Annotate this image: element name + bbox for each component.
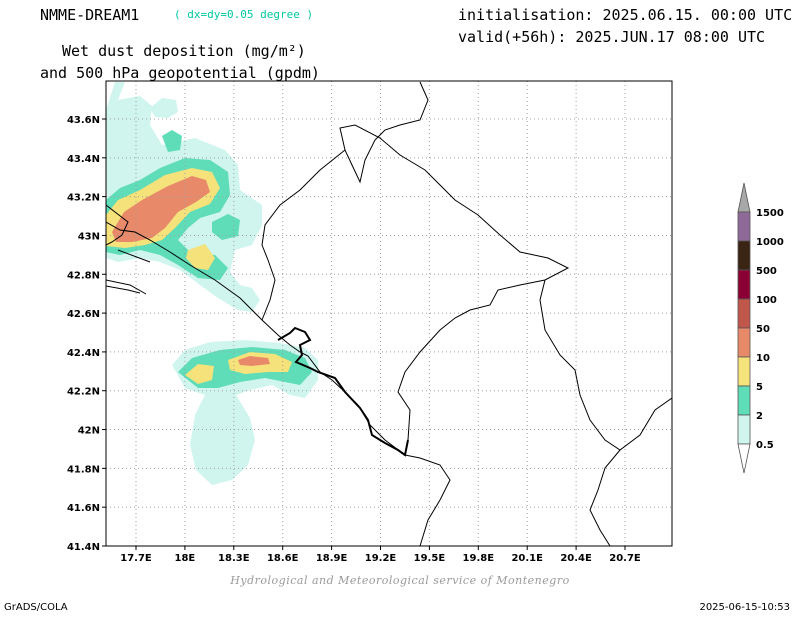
software-label: GrADS/COLA bbox=[4, 602, 68, 613]
graticule bbox=[106, 81, 672, 546]
credit-line: Hydrological and Meteorological service … bbox=[230, 574, 570, 587]
lat-label: 41.8N bbox=[67, 464, 100, 475]
lat-label: 43N bbox=[78, 231, 100, 242]
map-title-line1: Wet dust deposition (mg/m²) bbox=[62, 42, 306, 60]
lon-label: 18.3E bbox=[218, 553, 250, 564]
coastlines-borders bbox=[106, 81, 672, 546]
legend-label: 50 bbox=[756, 324, 770, 335]
legend-label: 5 bbox=[756, 382, 763, 393]
legend-swatch-500 bbox=[737, 240, 751, 271]
model-name: NMME-DREAM1 bbox=[40, 6, 140, 24]
lat-label: 41.4N bbox=[67, 542, 100, 553]
legend-label: 2 bbox=[756, 411, 763, 422]
lon-label: 20.4E bbox=[560, 553, 592, 564]
init-time: initialisation: 2025.06.15. 00:00 UTC bbox=[458, 6, 793, 24]
legend-swatch-2 bbox=[737, 385, 751, 416]
lat-label: 41.6N bbox=[67, 503, 100, 514]
legend-labels: 1500 1000 500 100 50 10 5 2 0.5 bbox=[756, 208, 784, 451]
legend-label: 10 bbox=[756, 353, 770, 364]
lon-label: 17.7E bbox=[120, 553, 152, 564]
legend-arrow-bottom bbox=[737, 443, 751, 474]
lon-label: 20.1E bbox=[511, 553, 543, 564]
legend-label: 500 bbox=[756, 266, 777, 277]
legend-label: 0.5 bbox=[756, 440, 774, 451]
valid-time: valid(+56h): 2025.JUN.17 08:00 UTC bbox=[458, 28, 766, 46]
lon-label: 19.8E bbox=[463, 553, 495, 564]
legend-swatch-1000 bbox=[737, 211, 751, 242]
lon-label: 20.7E bbox=[609, 553, 641, 564]
lon-label: 19.2E bbox=[365, 553, 397, 564]
lat-label: 42.2N bbox=[67, 387, 100, 398]
map-title-line2: and 500 hPa geopotential (gpdm) bbox=[40, 64, 320, 82]
lat-label: 43.4N bbox=[67, 154, 100, 165]
lat-label: 42.8N bbox=[67, 270, 100, 281]
legend-swatch-10 bbox=[737, 327, 751, 358]
legend-swatch-5 bbox=[737, 356, 751, 387]
timestamp-label: 2025-06-15-10:53 bbox=[699, 602, 790, 613]
axis-ticks: 43.6N 43.4N 43.2N 43N 42.8N 42.6N 42.4N 42.2N 42… bbox=[67, 115, 641, 564]
legend-swatch-100 bbox=[737, 269, 751, 300]
lat-label: 42.6N bbox=[67, 309, 100, 320]
lat-label: 43.6N bbox=[67, 115, 100, 126]
dust-field bbox=[106, 82, 318, 485]
lat-label: 43.2N bbox=[67, 193, 100, 204]
resolution-note: ( dx=dy=0.05 degree ) bbox=[174, 8, 314, 21]
lon-label: 18.6E bbox=[267, 553, 299, 564]
lat-label: 42.4N bbox=[67, 348, 100, 359]
lat-label: 42N bbox=[78, 426, 100, 437]
legend-colorbar bbox=[737, 182, 751, 474]
lon-label: 19.5E bbox=[414, 553, 446, 564]
lon-label: 18E bbox=[175, 553, 196, 564]
legend-swatch-50 bbox=[737, 298, 751, 329]
legend-swatch-0-5 bbox=[737, 414, 751, 445]
legend-arrow-top bbox=[737, 182, 751, 213]
legend-label: 1000 bbox=[756, 237, 784, 248]
legend-label: 100 bbox=[756, 295, 777, 306]
lon-label: 18.9E bbox=[316, 553, 348, 564]
legend-label: 1500 bbox=[756, 208, 784, 219]
